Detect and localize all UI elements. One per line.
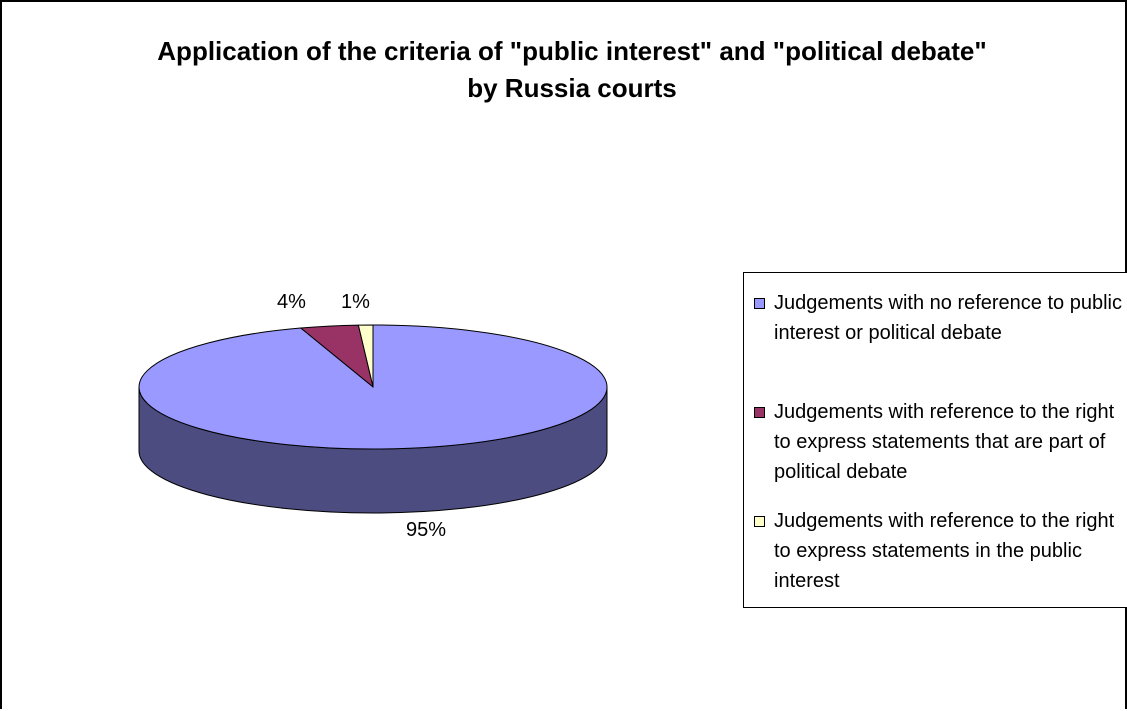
legend-swatch	[754, 516, 765, 527]
data-label-1: 1%	[341, 291, 370, 314]
legend-label: Judgements with reference to the right t…	[774, 506, 1127, 596]
pie-slice	[139, 325, 607, 449]
data-label-95: 95%	[406, 519, 446, 542]
legend-swatch	[754, 298, 765, 309]
legend-label: Judgements with no reference to public i…	[774, 288, 1127, 348]
legend: Judgements with no reference to public i…	[743, 272, 1127, 608]
legend-swatch	[754, 407, 765, 418]
legend-label: Judgements with reference to the right t…	[774, 397, 1127, 487]
data-label-4: 4%	[277, 291, 306, 314]
